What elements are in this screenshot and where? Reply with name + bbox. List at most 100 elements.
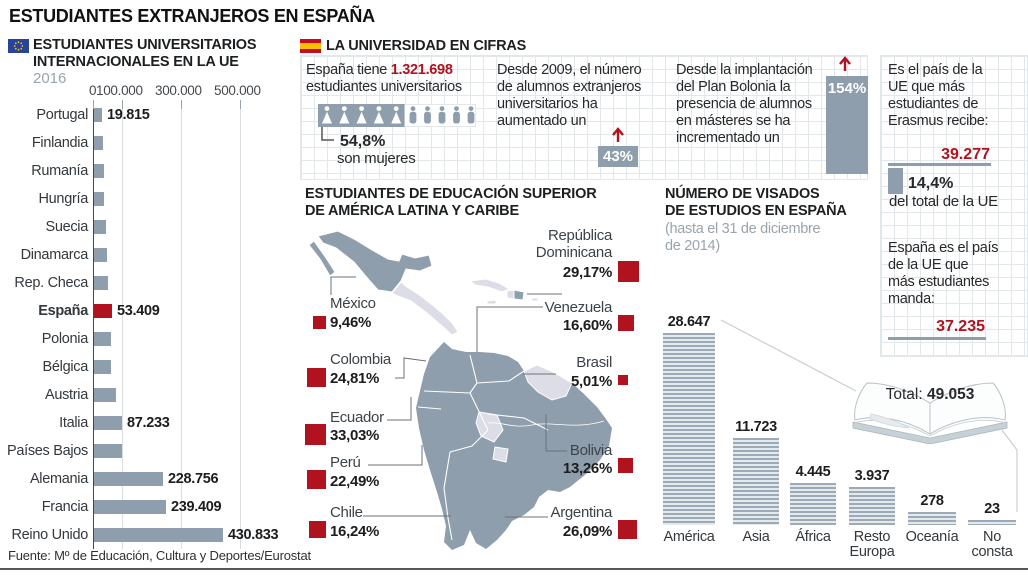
bar bbox=[94, 276, 108, 290]
visa-bar-category: África bbox=[795, 529, 831, 545]
map-uruguay bbox=[492, 446, 509, 463]
eu-chart-title: ESTUDIANTES UNIVERSITARIOS INTERNACIONAL… bbox=[33, 37, 257, 70]
country-square-icon bbox=[307, 368, 326, 387]
increase-text: Desde 2009, el número de alumnos extranj… bbox=[497, 62, 642, 129]
visados-subtitle: (hasta el 31 de diciembre de 2014) bbox=[665, 221, 821, 254]
country-square-icon bbox=[305, 424, 326, 445]
border-colombia-south bbox=[423, 390, 471, 394]
bar bbox=[94, 220, 106, 234]
total-value: 49.053 bbox=[926, 386, 975, 403]
bar-value-label: 87.233 bbox=[127, 415, 170, 431]
page-title: ESTUDIANTES EXTRANJEROS EN ESPAÑA bbox=[9, 6, 375, 26]
manda-underline bbox=[888, 337, 986, 340]
bar-value-label: 53.409 bbox=[117, 303, 160, 319]
bar-value-label: 239.409 bbox=[171, 499, 222, 515]
erasmus-share-bar bbox=[888, 168, 903, 194]
women-caption: son mujeres bbox=[337, 150, 416, 167]
x-tick-mark bbox=[181, 100, 182, 109]
border-bolivia-chile bbox=[449, 429, 489, 453]
visa-bar-value: 28.647 bbox=[667, 314, 711, 330]
increase-badge: 43% bbox=[598, 146, 638, 167]
bar-row-label: Países Bajos bbox=[6, 443, 88, 459]
border-bolivia-brazil bbox=[487, 413, 549, 431]
bar bbox=[94, 248, 107, 262]
visa-bar-value: 278 bbox=[920, 493, 944, 509]
students-stat-line2: estudiantes universitarios bbox=[306, 79, 462, 95]
country-square-icon bbox=[313, 316, 326, 329]
country-label: Venezuela bbox=[544, 299, 613, 316]
bar bbox=[94, 136, 103, 150]
x-tick-mark bbox=[240, 100, 241, 109]
erasmus-share-caption: del total de la UE bbox=[889, 193, 998, 210]
x-tick-label: 500.000 bbox=[214, 83, 261, 98]
x-gridline bbox=[240, 100, 241, 549]
bar-row-label: Hungría bbox=[38, 191, 89, 207]
country-pct: 5,01% bbox=[570, 373, 612, 390]
students-pre: España tiene bbox=[306, 62, 391, 78]
visa-bar bbox=[968, 520, 1016, 525]
country-pct: 16,60% bbox=[562, 317, 612, 334]
bar bbox=[94, 472, 163, 486]
bar-row-label: Portugal bbox=[36, 107, 88, 123]
bar-row-label: Dinamarca bbox=[20, 247, 89, 263]
country-label: Argentina bbox=[550, 504, 612, 521]
erasmus-recibe-value: 39.277 bbox=[941, 146, 990, 163]
bar-row-label: España bbox=[38, 303, 88, 319]
map-haiti bbox=[506, 289, 515, 300]
cifras-title: LA UNIVERSIDAD EN CIFRAS bbox=[326, 38, 527, 54]
erasmus-panel-bg bbox=[880, 55, 1028, 357]
map-mexico bbox=[317, 230, 433, 293]
erasmus-manda-text: España es el país de la UE que más estud… bbox=[888, 240, 999, 307]
latam-title: ESTUDIANTES DE EDUCACIÓN SUPERIOR DE AMÉ… bbox=[305, 186, 597, 219]
border-venezuela-brazil bbox=[476, 370, 525, 384]
bar bbox=[94, 108, 102, 122]
visa-bar-category: América bbox=[663, 529, 715, 545]
country-label: Perú bbox=[330, 454, 361, 471]
map-puerto-rico bbox=[531, 297, 539, 302]
eu-chart-year: 2016 bbox=[33, 70, 67, 87]
visa-bar bbox=[908, 512, 956, 525]
country-square-icon bbox=[618, 458, 633, 473]
country-label: Ecuador bbox=[330, 409, 384, 426]
x-gridline bbox=[181, 100, 182, 549]
visa-bar-category: No consta bbox=[971, 529, 1013, 560]
bar-row-label: Bélgica bbox=[42, 359, 89, 375]
country-square-icon bbox=[307, 470, 326, 489]
bar bbox=[94, 164, 104, 178]
people-pictogram-icon bbox=[318, 104, 476, 127]
country-label: Brasil bbox=[576, 354, 612, 371]
x-tick-label: 100.000 bbox=[96, 83, 143, 98]
country-label: Chile bbox=[330, 504, 363, 521]
country-square-icon bbox=[618, 520, 637, 539]
source-note: Fuente: Mº de Educación, Cultura y Depor… bbox=[8, 548, 311, 563]
y-axis-line bbox=[93, 100, 94, 549]
country-square-icon bbox=[309, 521, 326, 538]
bar-row-label: Reino Unido bbox=[11, 527, 89, 543]
bar-value-label: 19.815 bbox=[107, 107, 150, 123]
country-square-icon bbox=[618, 261, 639, 282]
border-chile-argentina bbox=[443, 451, 453, 541]
visa-bar bbox=[790, 483, 836, 525]
bar-row-label: Alemania bbox=[29, 471, 88, 487]
visados-title: NÚMERO DE VISADOS DE ESTUDIOS EN ESPAÑA bbox=[665, 186, 847, 219]
erasmus-underline bbox=[888, 163, 991, 166]
bar bbox=[94, 528, 223, 542]
country-pct: 29,17% bbox=[562, 264, 612, 281]
country-pct: 22,49% bbox=[330, 473, 380, 490]
bar bbox=[94, 500, 166, 514]
erasmus-share-pct: 14,4% bbox=[908, 175, 954, 192]
bar bbox=[94, 388, 116, 402]
river-amazon bbox=[487, 420, 605, 427]
bolonia-text: Desde la implantación del Plan Bolonia l… bbox=[676, 62, 813, 146]
bar-row-label: Finlandia bbox=[31, 135, 88, 151]
visa-bar bbox=[733, 438, 779, 525]
visa-bar bbox=[663, 333, 715, 525]
book-icon bbox=[843, 370, 1018, 444]
bar-espana bbox=[94, 304, 112, 318]
country-square-icon bbox=[618, 375, 628, 385]
bar-value-label: 430.833 bbox=[228, 527, 279, 543]
map-jamaica bbox=[486, 299, 497, 305]
x-tick-mark bbox=[93, 100, 94, 109]
country-label: México bbox=[330, 295, 376, 312]
border-peru-brazil bbox=[469, 392, 489, 431]
